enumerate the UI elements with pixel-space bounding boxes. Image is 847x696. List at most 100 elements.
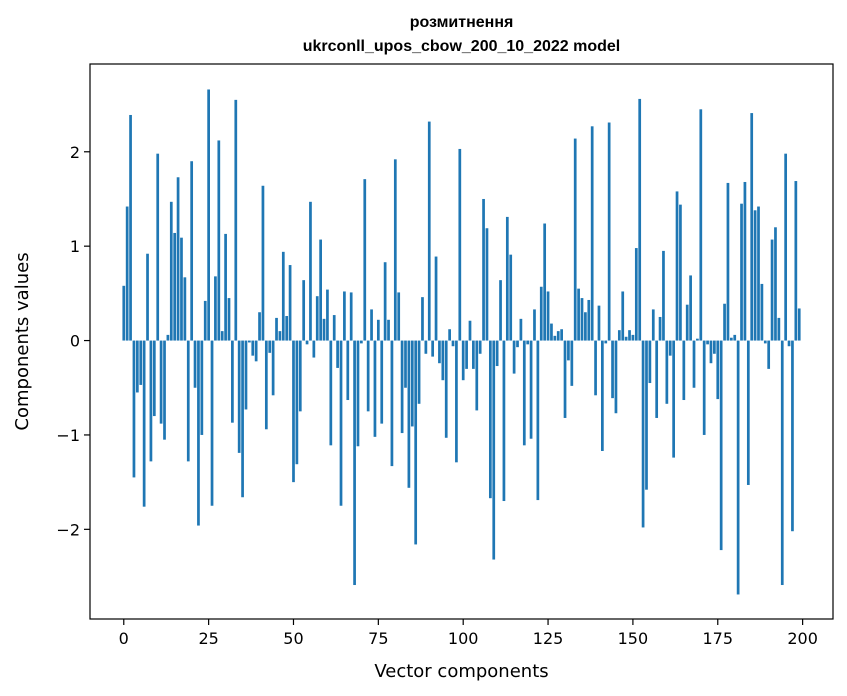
- bar: [295, 340, 299, 465]
- bar: [302, 280, 306, 341]
- bar: [326, 289, 329, 341]
- bar: [346, 340, 350, 401]
- bar: [366, 340, 370, 412]
- bar: [726, 182, 730, 341]
- bar: [750, 113, 754, 341]
- bar: [146, 253, 149, 341]
- x-tick-label: 75: [368, 629, 388, 648]
- bar: [468, 320, 472, 341]
- bar: [713, 340, 716, 354]
- bar: [638, 98, 642, 341]
- bar: [458, 148, 462, 341]
- bar: [706, 340, 709, 345]
- bar: [607, 122, 611, 341]
- bar: [522, 340, 526, 446]
- bar: [224, 233, 227, 341]
- bar: [197, 340, 200, 526]
- bar: [634, 248, 638, 341]
- y-tick-label: −1: [56, 426, 80, 445]
- bar: [719, 340, 723, 551]
- bar: [570, 340, 574, 386]
- bar: [441, 340, 445, 381]
- bar: [217, 140, 221, 341]
- bar: [668, 340, 672, 356]
- bar: [397, 292, 401, 341]
- bar: [536, 340, 540, 501]
- bar: [787, 340, 791, 347]
- bar: [451, 340, 455, 347]
- bar: [264, 340, 268, 430]
- bar: [427, 121, 431, 341]
- bar: [180, 237, 183, 341]
- bar: [461, 340, 465, 381]
- bar: [166, 334, 170, 341]
- bar: [268, 340, 272, 353]
- bar: [125, 206, 129, 341]
- bar: [563, 340, 567, 418]
- bar: [560, 329, 563, 341]
- bar: [298, 340, 302, 412]
- bar: [360, 340, 363, 344]
- bar: [305, 340, 309, 345]
- bar: [261, 185, 265, 341]
- y-axis-label: Components values: [12, 252, 33, 430]
- bar: [475, 340, 479, 411]
- bar: [488, 340, 492, 499]
- bar: [797, 308, 801, 341]
- bar: [611, 340, 614, 399]
- bar: [424, 340, 428, 354]
- bar: [343, 291, 346, 341]
- bar: [594, 340, 597, 396]
- bar: [784, 153, 788, 341]
- bar: [696, 338, 699, 341]
- bar: [241, 340, 244, 498]
- bar: [529, 340, 533, 439]
- bar: [675, 191, 679, 341]
- bar: [186, 340, 190, 462]
- bar: [417, 340, 421, 404]
- bar: [220, 331, 224, 341]
- bar: [410, 340, 414, 427]
- bar: [414, 340, 418, 545]
- bar: [231, 340, 234, 423]
- bar: [567, 340, 570, 361]
- bar: [444, 340, 448, 438]
- bar: [248, 340, 251, 343]
- bar: [679, 204, 682, 341]
- bar: [271, 340, 275, 396]
- bar: [349, 292, 353, 341]
- bar: [648, 340, 652, 384]
- bar: [322, 318, 326, 341]
- bar: [376, 319, 380, 341]
- bar: [780, 340, 784, 586]
- bar: [597, 305, 601, 341]
- bar: [604, 340, 608, 344]
- bar: [495, 340, 499, 367]
- x-axis-ticks: 0 25 50 75 100 125 150 175 200: [119, 619, 818, 648]
- bar: [319, 239, 322, 341]
- bar: [499, 280, 502, 341]
- bar: [746, 340, 750, 485]
- y-tick-label: 0: [70, 332, 80, 351]
- bar: [465, 340, 468, 369]
- bar: [770, 239, 774, 341]
- bar: [631, 334, 635, 341]
- bar: [210, 340, 214, 506]
- bar: [556, 331, 560, 341]
- bar: [278, 331, 282, 341]
- bar: [200, 340, 204, 435]
- x-tick-label: 200: [787, 629, 818, 648]
- y-axis-ticks: −2 −1 0 1 2: [56, 143, 90, 539]
- x-tick-label: 150: [618, 629, 649, 648]
- bar: [139, 340, 143, 385]
- x-tick-label: 100: [448, 629, 479, 648]
- bar: [699, 109, 703, 341]
- bar: [455, 340, 458, 463]
- bar: [550, 323, 553, 341]
- bar: [203, 300, 207, 341]
- bar: [152, 340, 156, 417]
- bar: [207, 89, 210, 341]
- bar: [129, 114, 132, 341]
- bar: [387, 319, 390, 341]
- bar: [645, 340, 648, 490]
